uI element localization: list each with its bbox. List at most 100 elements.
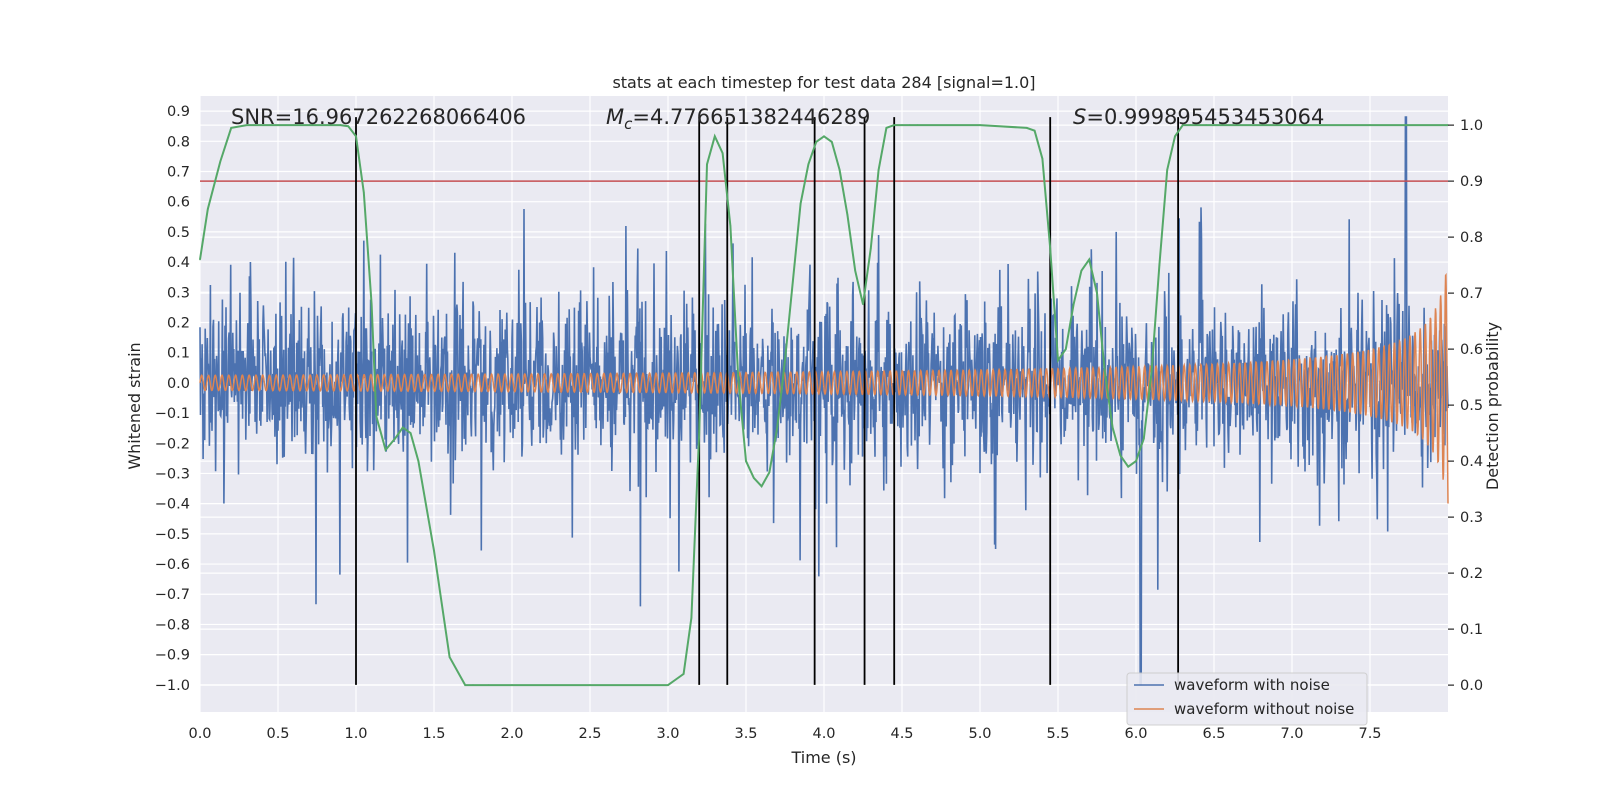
detection-probability-point: [706, 163, 708, 166]
detection-probability-point: [1369, 124, 1371, 126]
x-tick-label: 3.5: [734, 726, 757, 742]
legend-label-noise: waveform with noise: [1174, 676, 1330, 694]
y-tick-label-left: 0.4: [167, 255, 190, 271]
detection-probability-point: [909, 124, 911, 126]
detection-probability-point: [589, 684, 591, 686]
detection-probability-point: [1135, 460, 1137, 462]
detection-probability-point: [823, 135, 825, 138]
score-symbol: S: [1073, 105, 1086, 129]
x-tick-label: 6.5: [1202, 726, 1225, 742]
y-tick-label-left: −1.0: [155, 678, 190, 694]
detection-probability-point: [877, 169, 880, 171]
detection-probability-point: [846, 213, 849, 216]
detection-probability-point: [339, 124, 342, 126]
detection-probability-point: [799, 202, 802, 205]
y-tick-label-left: 0.8: [167, 134, 190, 150]
y-tick-label-left: −0.4: [155, 497, 190, 513]
ticks: 0.0 0.5 1.0 1.5 2.0 2.5 3.0 3.5 4.0 4.5 5.0 5.5 6.0 6…: [155, 104, 1483, 742]
detection-probability-point: [1158, 264, 1161, 266]
detection-probability-point: [714, 135, 716, 138]
legend-label-clean: waveform without noise: [1174, 700, 1354, 718]
detection-probability-point: [464, 684, 467, 686]
vertical-markers: [355, 117, 1180, 685]
chirp-mass-annotation: Mc=4.776651382446289: [606, 105, 870, 133]
detection-probability-point: [246, 124, 248, 126]
y-tick-label-left: 0.6: [167, 195, 190, 211]
y-tick-label-right: 1.0: [1460, 118, 1483, 134]
x-tick-label: 0.0: [188, 726, 211, 742]
detection-probability-point: [417, 460, 420, 462]
detection-probability-point: [831, 141, 833, 143]
x-tick-label: 2.0: [500, 726, 523, 742]
legend-box: [1126, 672, 1368, 726]
detection-probability-point: [448, 656, 451, 658]
detection-probability-point: [792, 281, 794, 283]
y-tick-label-right: 0.6: [1460, 342, 1483, 358]
detection-probability-point: [690, 617, 693, 619]
y-tick-label-left: −0.7: [155, 587, 190, 603]
detection-probability-point: [1104, 370, 1106, 373]
detection-probability-point: [667, 684, 669, 686]
series-waveform-without-noise: [199, 272, 1449, 504]
y-tick-label-right: 0.3: [1460, 510, 1483, 526]
detection-probability-point: [776, 426, 778, 429]
detection-probability-point: [1096, 292, 1098, 294]
detection-probability-point: [402, 426, 404, 429]
detection-probability-point: [1166, 169, 1168, 171]
detection-probability-point: [729, 225, 732, 227]
detection-probability-point: [1150, 370, 1153, 373]
detection-probability-point: [854, 269, 856, 272]
detection-probability-point: [1033, 129, 1036, 132]
detection-probability-point: [230, 127, 232, 129]
detection-probability-point: [1127, 465, 1129, 468]
y-tick-label-right: 0.4: [1460, 454, 1483, 470]
y-tick-label-left: −0.5: [155, 527, 190, 543]
detection-probability-point: [384, 449, 387, 451]
y-tick-label-left: 0.0: [167, 376, 190, 392]
detection-probability-point: [885, 127, 888, 129]
snr-annotation: SNR=16.967262268066406: [231, 105, 526, 129]
detection-probability-point: [893, 124, 895, 126]
detection-probability-point: [1291, 124, 1293, 126]
detection-probability-point: [1111, 426, 1114, 429]
detection-probability-point: [1182, 124, 1184, 126]
x-tick-label: 1.5: [422, 726, 445, 742]
detection-probability-point: [1057, 359, 1059, 362]
detection-probability-point: [1205, 124, 1207, 126]
detection-probability-point: [1049, 247, 1051, 250]
detection-probability-point: [1197, 124, 1200, 126]
score-annotation: S=0.999895453453064: [1073, 105, 1324, 129]
chart-title: stats at each timestep for test data 284…: [612, 73, 1035, 92]
detection-probability-point: [737, 376, 739, 378]
detection-probability-point: [363, 191, 365, 194]
x-tick-label: 7.5: [1358, 726, 1381, 742]
detection-probability-point: [199, 258, 201, 261]
detection-probability-point: [815, 141, 817, 143]
detection-probability-point: [807, 163, 810, 166]
detection-probability-point: [394, 437, 396, 440]
detection-probability-point: [901, 124, 903, 126]
y-axis-label-left: Whitened strain: [125, 342, 144, 469]
detection-probability-point: [1072, 303, 1075, 306]
detection-probability-point: [277, 124, 279, 126]
detection-probability-point: [355, 135, 357, 138]
score-value: =0.999895453453064: [1086, 105, 1324, 129]
detection-probability-point: [1189, 124, 1192, 126]
y-tick-label-left: −0.3: [155, 466, 190, 482]
x-tick-label: 2.5: [578, 726, 601, 742]
detection-probability-point: [511, 684, 513, 686]
detection-probability-point: [1143, 437, 1145, 440]
y-tick-label-right: 0.8: [1460, 230, 1483, 246]
detection-probability-point: [375, 415, 378, 418]
detection-probability-point: [675, 678, 677, 681]
y-tick-label-left: 0.2: [167, 315, 190, 331]
detection-probability-point: [916, 124, 919, 126]
y-tick-label-left: −0.8: [155, 617, 190, 633]
y-tick-label-left: −0.2: [155, 436, 190, 452]
detection-probability-point: [745, 460, 747, 462]
detection-probability-point: [487, 684, 490, 686]
y-tick-label-right: 0.5: [1460, 398, 1483, 414]
detection-probability-point: [721, 152, 724, 154]
detection-probability-point: [370, 303, 373, 306]
